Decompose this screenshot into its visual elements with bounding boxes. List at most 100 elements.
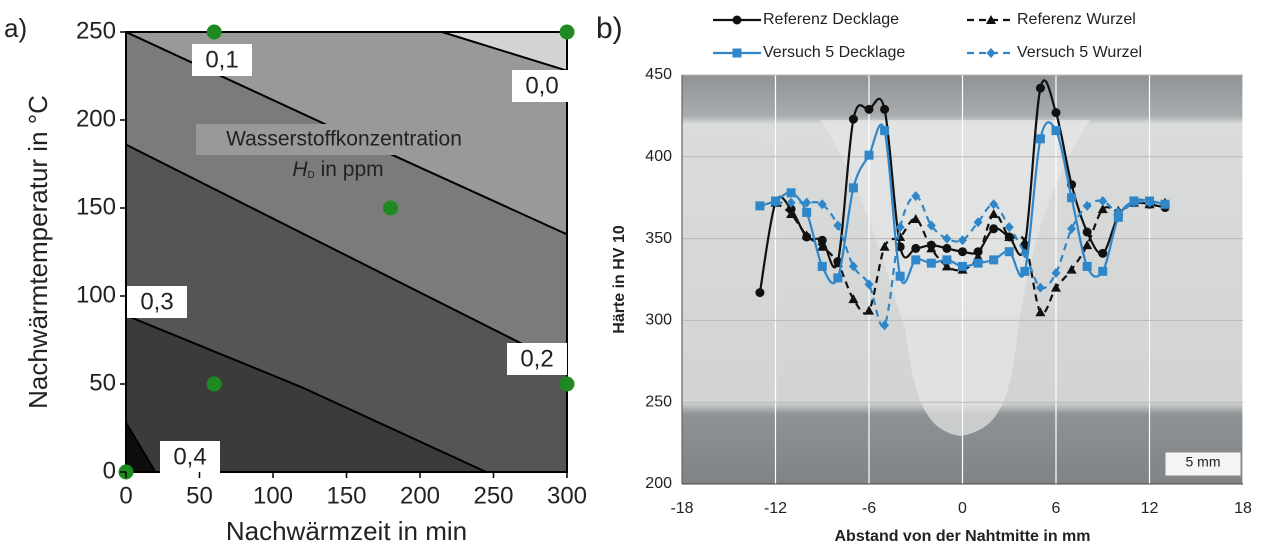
marker [926,243,937,253]
marker [1004,247,1014,257]
marker [802,207,812,217]
y-tick-label: 100 [76,281,116,308]
marker [1145,197,1154,208]
marker [958,247,967,257]
marker [1004,231,1015,241]
marker [895,222,905,233]
contour-line [441,31,568,72]
marker [864,305,874,315]
marker [1129,197,1139,208]
x-tick-label: -18 [670,500,693,517]
marker [1051,108,1061,118]
annotation-text: in ppm [321,158,384,181]
marker [1097,204,1108,214]
x-tick-label: 250 [473,482,513,509]
x-tick-label: 6 [1052,500,1061,517]
x-tick-label: 12 [1141,500,1159,517]
marker [942,255,952,265]
legend-label: Referenz Decklage [763,11,899,28]
y-tick-label: 200 [645,475,672,492]
data-point [559,376,575,392]
x-tick-label: -6 [862,500,876,517]
marker [786,209,797,219]
legend-label: Versuch 5 Decklage [763,44,905,61]
marker [1098,266,1108,276]
marker [1113,207,1123,218]
marker [973,251,984,261]
data-point [206,376,222,392]
marker [1035,134,1045,144]
y-tick-label: 250 [76,17,116,44]
marker [755,288,765,298]
marker [926,220,936,231]
legend-label: Referenz Wurzel [1017,11,1136,28]
contour-line [125,314,487,473]
marker [911,243,921,253]
y-tick-label: 0 [103,457,116,484]
x-tick-label: 200 [400,482,440,509]
annotation-box [196,124,492,155]
marker [817,241,828,251]
contour-label-box [127,286,187,318]
panel-label: b) [596,12,623,45]
contour-label-box [507,343,567,375]
contour-label: 0,1 [205,46,238,73]
marker [958,261,967,271]
marker [989,224,999,234]
marker [848,183,858,193]
annotation: Wasserstoffkonzentration [226,128,462,151]
x-axis-title: Nachwärmzeit in min [226,516,467,546]
marker [817,261,827,271]
marker [1020,248,1030,259]
scale-bar-label: 5 mm [1186,454,1221,470]
marker [817,235,827,245]
marker [1082,227,1092,237]
marker [1051,282,1061,292]
marker [911,255,921,265]
marker [864,150,874,160]
marker [1098,248,1108,258]
panel-label: a) [4,13,27,43]
marker [942,243,952,253]
y-tick-label: 400 [645,148,672,165]
y-tick-label: 450 [645,66,672,83]
contour-line [125,422,157,473]
y-tick-label: 300 [645,312,672,329]
annotation-unit: HD in ppm [292,158,383,181]
x-tick-label: 100 [253,482,293,509]
marker [1019,236,1030,246]
marker [1067,193,1077,203]
contour-label: 0,0 [525,72,558,99]
marker [880,320,890,331]
contour-line [125,143,568,368]
marker [771,197,780,208]
marker [1020,266,1030,276]
y-axis-title: Härte in HV 10 [611,225,628,334]
marker [911,191,921,202]
legend-marker [986,15,996,24]
marker [848,261,858,272]
contour-label-box [192,44,252,76]
x-tick-label: 0 [958,500,967,517]
marker [848,294,859,304]
x-tick-label: 18 [1234,500,1252,517]
marker [989,255,999,265]
marker [880,126,890,136]
marker [864,279,874,290]
contour-label-box [160,441,220,473]
weld-seam [820,120,1090,436]
marker [786,188,796,198]
x-tick-label: 50 [186,482,213,509]
marker [958,235,967,246]
scale-bar-box [1164,451,1242,477]
marker [817,199,827,210]
data-point [559,24,575,40]
panel-a: a) 0,1 0,0 0,3 0,2 0,4 Wasserstoffkonzentratio… [4,13,587,546]
marker [802,197,812,208]
marker [1035,83,1045,93]
marker [848,114,858,124]
marker [864,104,874,114]
y-tick-label: 250 [645,393,672,410]
marker [879,241,890,251]
